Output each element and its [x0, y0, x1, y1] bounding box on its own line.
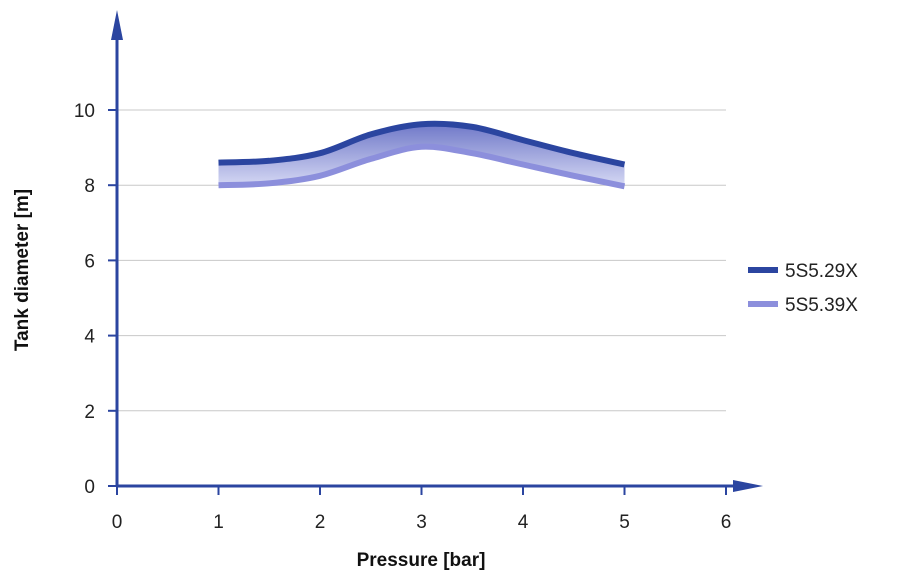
series-line-2: [218, 143, 626, 190]
series-line-1: [218, 120, 626, 168]
x-axis-arrow: [733, 480, 763, 492]
y-axis-title: Tank diameter [m]: [12, 189, 33, 351]
axes: [108, 10, 763, 495]
diameter-band: [218, 123, 625, 187]
y-tick-label-4: 4: [84, 327, 95, 348]
y-tick-label-8: 8: [84, 176, 95, 197]
tick-labels: 0 1 2 3 4 5 6 0 2 4 6 8 10: [74, 101, 731, 533]
x-tick-label-2: 2: [315, 512, 326, 533]
y-tick-label-10: 10: [74, 101, 95, 122]
x-axis-title: Pressure [bar]: [357, 550, 486, 571]
legend-label-2: 5S5.39X: [785, 295, 858, 316]
series-lines: [218, 120, 626, 190]
legend-label-1: 5S5.29X: [785, 261, 858, 282]
x-tick-label-5: 5: [619, 512, 630, 533]
x-tick-label-3: 3: [416, 512, 427, 533]
x-tick-label-4: 4: [518, 512, 529, 533]
y-tick-label-6: 6: [84, 251, 95, 272]
x-tick-label-6: 6: [721, 512, 732, 533]
y-tick-label-0: 0: [84, 477, 95, 498]
y-axis-arrow: [111, 10, 123, 40]
x-tick-label-0: 0: [112, 512, 123, 533]
band-fill: [218, 123, 625, 187]
x-tick-label-1: 1: [213, 512, 224, 533]
gridlines: [117, 109, 726, 412]
y-tick-label-2: 2: [84, 402, 95, 423]
legend: 5S5.29X 5S5.39X: [748, 261, 858, 316]
